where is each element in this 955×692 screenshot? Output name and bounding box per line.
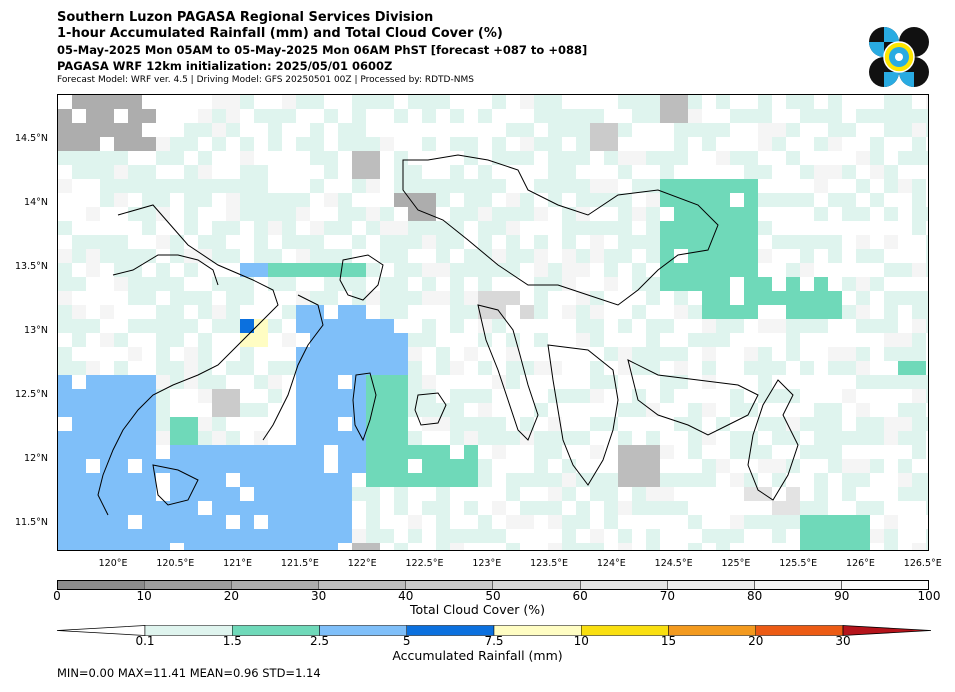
rainfall-tick-label: 5: [402, 634, 411, 648]
cloud-cover-tick-label: 0: [53, 589, 61, 603]
cloud-cover-tick-label: 30: [310, 589, 327, 603]
rainfall-colorbar-label: Accumulated Rainfall (mm): [392, 648, 563, 663]
cloud-cover-color-segment: [58, 581, 146, 589]
map-panel: [57, 94, 929, 551]
rainfall-tick-label: 7.5: [484, 634, 504, 648]
cloud-cover-colorbar-label: Total Cloud Cover (%): [409, 602, 546, 617]
map-subtitle-product: 1-hour Accumulated Rainfall (mm) and Tot…: [57, 26, 503, 41]
coastlines: [97, 154, 799, 516]
rainfall-colorbar: [56, 625, 932, 636]
longitude-label: 123°E: [472, 558, 502, 569]
cloud-cover-tick-label: 80: [746, 589, 763, 603]
map-title: Southern Luzon PAGASA Regional Services …: [57, 10, 434, 25]
rainfall-cloud-map: [58, 95, 928, 550]
map-subtitle-init: PAGASA WRF 12km initialization: 2025/05/…: [57, 59, 393, 73]
rainfall-tick-label: 20: [748, 634, 764, 648]
pagasa-logo: [869, 27, 929, 87]
cloud-cover-color-segment: [667, 581, 755, 589]
rainfall-color-segment: [144, 625, 233, 636]
cloud-cover-color-segment: [841, 581, 928, 589]
longitude-label: 126.5°E: [903, 558, 942, 569]
rainfall-tick-label: 0.1: [135, 634, 155, 648]
rainfall-color-segment: [232, 625, 320, 636]
cloud-cover-tick-label: 10: [136, 589, 152, 603]
cloud-cover-tick-label: 60: [572, 589, 588, 603]
longitude-label: 120.5°E: [156, 558, 195, 569]
cloud-cover-colorbar: [57, 580, 929, 590]
rainfall-color-segment: [493, 625, 582, 636]
rainfall-extend-min: [56, 625, 146, 636]
cloud-cover-tick-label: 50: [485, 589, 501, 603]
rainfall-tick-label: 2.5: [309, 634, 330, 648]
cloud-cover-tick-label: 70: [659, 589, 676, 603]
rainfall-color-segment: [406, 625, 495, 636]
latitude-label: 12.5°N: [14, 388, 48, 400]
longitude-label: 124°E: [596, 558, 626, 569]
longitude-label: 126°E: [846, 558, 875, 569]
rainfall-color-segment: [581, 625, 669, 636]
cloud-cover-tick-label: 90: [834, 589, 850, 603]
longitude-label: 125°E: [721, 558, 751, 569]
cloud-cover-color-segment: [145, 581, 233, 589]
longitude-label: 124.5°E: [654, 558, 693, 569]
cloud-cover-color-segment: [754, 581, 842, 589]
map-subtitle-valid-time: 05-May-2025 Mon 05AM to 05-May-2025 Mon …: [57, 43, 588, 57]
longitude-label: 123.5°E: [530, 558, 569, 569]
latitude-label: 11.5°N: [14, 516, 48, 528]
latitude-label: 14°N: [24, 196, 48, 208]
longitude-label: 122°E: [347, 558, 377, 569]
latitude-label: 12°N: [24, 452, 48, 464]
rainfall-tick-label: 30: [835, 634, 851, 648]
cloud-cover-tick-label: 100: [917, 589, 941, 603]
latitude-label: 14.5°N: [14, 132, 48, 144]
longitude-label: 125.5°E: [779, 558, 818, 569]
longitude-label: 120°E: [98, 558, 128, 569]
statistics-summary: MIN=0.00 MAX=11.41 MEAN=0.96 STD=1.14: [57, 666, 321, 680]
map-subtitle-model-info: Forecast Model: WRF ver. 4.5 | Driving M…: [57, 75, 474, 85]
cloud-cover-tick-label: 40: [398, 589, 414, 603]
rainfall-extend-max: [842, 625, 932, 636]
cloud-cover-color-segment: [232, 581, 320, 589]
longitude-label: 122.5°E: [405, 558, 444, 569]
cloud-cover-color-segment: [406, 581, 494, 589]
cloud-cover-tick-label: 20: [223, 589, 240, 603]
rainfall-color-segment: [319, 625, 407, 636]
rainfall-color-segment: [668, 625, 756, 636]
cloud-cover-color-segment: [319, 581, 407, 589]
cloud-cover-color-segment: [493, 581, 581, 589]
latitude-label: 13°N: [24, 324, 48, 336]
field-cells: [58, 95, 928, 550]
rainfall-tick-label: 15: [660, 634, 677, 648]
longitude-label: 121°E: [223, 558, 253, 569]
latitude-label: 13.5°N: [14, 260, 48, 272]
rainfall-color-segment: [755, 625, 844, 636]
rainfall-tick-label: 10: [573, 634, 589, 648]
rainfall-tick-label: 1.5: [222, 634, 242, 648]
cloud-cover-color-segment: [580, 581, 668, 589]
longitude-label: 121.5°E: [280, 558, 319, 569]
